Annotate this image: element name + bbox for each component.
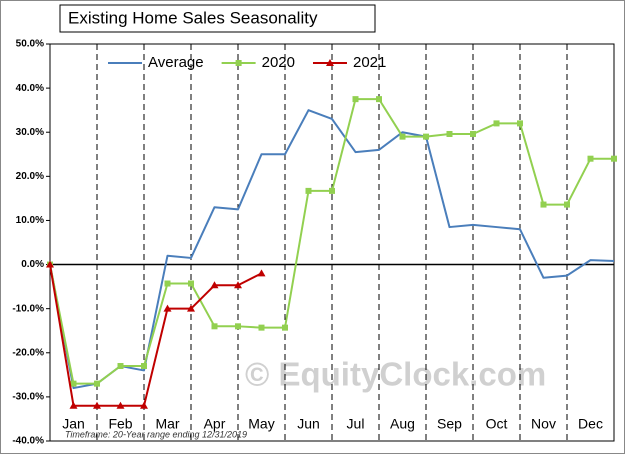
x-tick-label: Jul (347, 416, 365, 432)
x-tick-label: Sep (437, 416, 462, 432)
marker (446, 130, 453, 137)
y-tick-label: 20.0% (16, 171, 44, 182)
chart-title: Existing Home Sales Seasonality (68, 8, 318, 27)
x-tick-label: Nov (531, 416, 556, 432)
marker (235, 60, 242, 66)
y-tick-label: -40.0% (12, 436, 44, 447)
marker (257, 269, 266, 277)
y-tick-label: 50.0% (16, 39, 44, 50)
y-tick-label: -10.0% (12, 303, 44, 314)
marker (352, 96, 359, 103)
marker (282, 324, 288, 331)
marker (46, 260, 54, 268)
legend-label: Average (148, 54, 204, 71)
marker (116, 401, 125, 409)
legend-label: 2020 (262, 54, 295, 71)
x-tick-label: May (248, 416, 274, 432)
marker (70, 380, 77, 387)
x-tick-label: Aug (390, 416, 415, 432)
x-tick-label: Mar (155, 416, 179, 432)
marker (210, 281, 219, 289)
marker (117, 363, 124, 370)
marker (376, 96, 382, 103)
marker (140, 401, 148, 409)
marker (399, 133, 406, 140)
marker (611, 155, 617, 162)
marker (164, 280, 171, 287)
series-line (49, 109, 615, 390)
x-tick-label: Dec (578, 416, 603, 432)
timeframe-note: Timeframe: 20-Year range ending 12/31/20… (65, 429, 247, 439)
marker (423, 133, 429, 140)
marker (234, 281, 242, 289)
marker (493, 120, 500, 127)
marker (258, 324, 265, 331)
watermark: © EquityClock.com (245, 356, 546, 393)
marker (69, 401, 78, 409)
x-tick-label: Jan (62, 416, 85, 432)
marker (564, 201, 570, 208)
legend-label: 2021 (353, 54, 386, 71)
marker (163, 304, 172, 312)
marker (141, 363, 147, 370)
marker (587, 155, 594, 162)
y-tick-label: 10.0% (16, 215, 44, 226)
marker (540, 201, 547, 208)
marker (517, 120, 523, 127)
marker (188, 280, 194, 287)
y-tick-label: 40.0% (16, 83, 44, 94)
marker (305, 187, 312, 194)
marker (325, 59, 334, 66)
marker (93, 401, 101, 409)
x-tick-label: Oct (486, 416, 508, 432)
x-tick-label: Feb (108, 416, 132, 432)
y-tick-label: -30.0% (12, 392, 44, 403)
x-tick-label: Apr (204, 416, 226, 432)
y-tick-label: 0.0% (21, 259, 44, 270)
series-line (49, 264, 262, 407)
y-tick-label: -20.0% (12, 347, 44, 358)
marker (235, 323, 241, 330)
marker (211, 323, 218, 330)
title-box (59, 4, 376, 33)
marker (94, 380, 100, 387)
x-tick-label: Jun (297, 416, 320, 432)
marker (187, 304, 195, 312)
y-tick-label: 30.0% (16, 127, 44, 138)
marker (329, 187, 335, 194)
marker (470, 130, 476, 137)
